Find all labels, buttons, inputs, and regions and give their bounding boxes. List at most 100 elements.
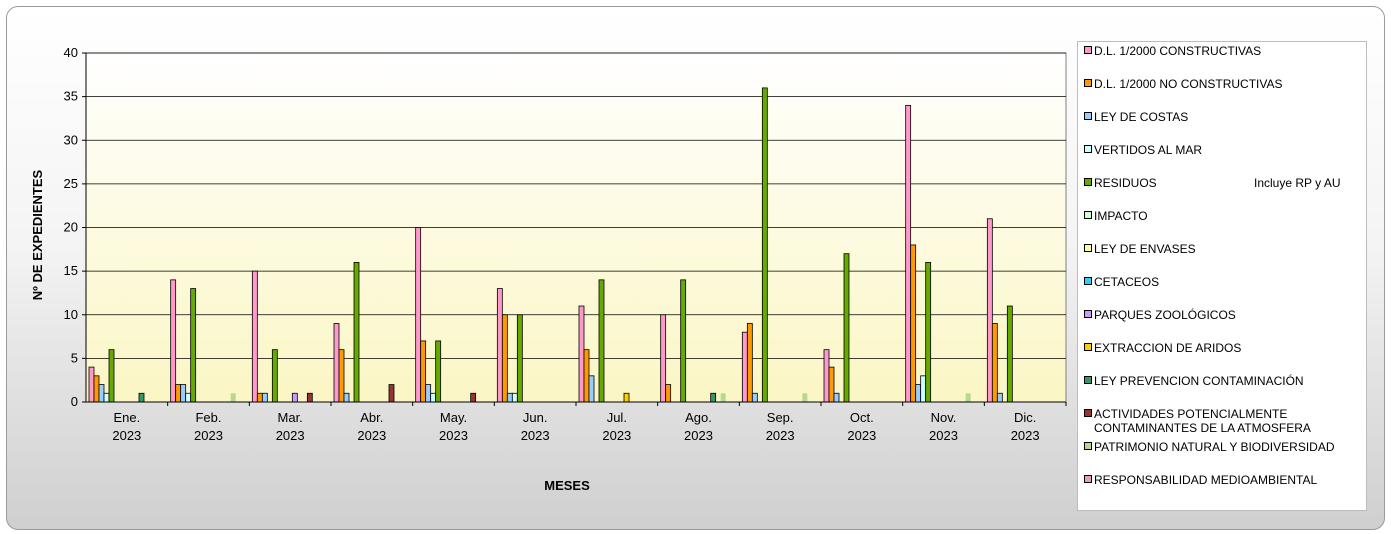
legend-label: LEY DE COSTAS (1094, 110, 1189, 124)
legend-item: RESPONSABILIDAD MEDIOAMBIENTAL (1084, 473, 1317, 487)
x-tick-label-year: 2023 (1011, 428, 1040, 443)
bar-residuos-4 (435, 340, 442, 403)
bar-vertidos-al-mar-1 (185, 392, 192, 403)
bar-residuos-8 (761, 87, 768, 403)
x-tick-label-year: 2023 (276, 428, 305, 443)
bar-d-l-1-2000-constructivas-5 (496, 288, 503, 403)
bar-residuos-9 (843, 253, 850, 403)
legend-item: EXTRACCION DE ARIDOS (1084, 341, 1241, 355)
x-tick-label-year: 2023 (112, 428, 141, 443)
bar-ley-de-costas-6 (588, 375, 595, 403)
legend-item: CETACEOS (1084, 275, 1159, 289)
bar-residuos-10 (925, 261, 932, 403)
y-tick-label: 5 (71, 350, 78, 365)
bar-residuos-11 (1006, 305, 1013, 403)
legend-swatch (1084, 277, 1092, 285)
legend-label: PATRIMONIO NATURAL Y BIODIVERSIDAD (1094, 440, 1335, 454)
legend-label: RESPONSABILIDAD MEDIOAMBIENTAL (1094, 473, 1318, 487)
bar-d-l-1-2000-constructivas-0 (88, 366, 95, 403)
bar-ley-de-costas-0 (98, 384, 105, 403)
bar-vertidos-al-mar-10 (920, 375, 927, 403)
legend-item: PARQUES ZOOLÓGICOS (1084, 308, 1236, 322)
bar-d-l-1-2000-no-constructivas-9 (828, 366, 835, 403)
bar-ley-prevencion-contaminaci-n-0 (138, 392, 145, 403)
bar-d-l-1-2000-constructivas-3 (333, 323, 340, 403)
bar-d-l-1-2000-no-constructivas-8 (746, 323, 753, 403)
y-tick-label: 30 (64, 132, 78, 147)
legend-swatch (1084, 79, 1092, 87)
bar-d-l-1-2000-constructivas-6 (578, 305, 585, 403)
bar-d-l-1-2000-no-constructivas-4 (420, 340, 427, 403)
legend-swatch (1084, 475, 1092, 483)
bar-ley-prevencion-contaminaci-n-7 (710, 392, 717, 403)
x-tick-label-year: 2023 (521, 428, 550, 443)
bar-ley-de-costas-11 (996, 392, 1003, 403)
legend-swatch (1084, 343, 1092, 351)
bar-actividades-potencialmente-contaminantes-de-la-atmosfera-3 (388, 384, 395, 403)
bar-d-l-1-2000-constructivas-1 (170, 279, 177, 403)
bar-d-l-1-2000-constructivas-4 (415, 227, 422, 403)
y-tick-label: 10 (64, 307, 78, 322)
y-tick-label: 40 (64, 45, 78, 60)
bar-parques-zool-gicos-2 (291, 392, 298, 403)
legend-item: IMPACTO (1084, 209, 1148, 223)
x-tick-label-year: 2023 (684, 428, 713, 443)
bar-d-l-1-2000-constructivas-10 (905, 104, 912, 403)
x-tick-label-month: Ene. (113, 410, 140, 425)
bar-residuos-1 (190, 288, 197, 403)
y-tick-label: 20 (64, 220, 78, 235)
legend-label: IMPACTO (1094, 209, 1148, 223)
x-tick-label-month: Nov. (931, 410, 957, 425)
legend-item: ACTIVIDADES POTENCIALMENTE CONTAMINANTES … (1084, 407, 1311, 435)
legend-label: PARQUES ZOOLÓGICOS (1094, 308, 1236, 322)
y-tick-label: 15 (64, 263, 78, 278)
bar-patrimonio-natural-y-biodiversidad-1 (230, 393, 236, 402)
bar-d-l-1-2000-no-constructivas-10 (910, 244, 917, 403)
x-tick-label-year: 2023 (847, 428, 876, 443)
bar-vertidos-al-mar-4 (430, 392, 437, 403)
legend-swatch (1084, 376, 1092, 384)
bar-ley-de-costas-5 (506, 392, 513, 403)
legend-label: RESIDUOS (1094, 176, 1157, 190)
bar-patrimonio-natural-y-biodiversidad-7 (720, 393, 726, 402)
bar-d-l-1-2000-no-constructivas-5 (501, 314, 508, 403)
gridlines (86, 52, 1066, 359)
legend-item: PATRIMONIO NATURAL Y BIODIVERSIDAD (1084, 440, 1335, 454)
bar-ley-de-costas-8 (751, 392, 758, 403)
legend-label: ACTIVIDADES POTENCIALMENTE (1094, 407, 1288, 421)
bar-d-l-1-2000-constructivas-9 (823, 349, 830, 403)
bar-ley-de-costas-10 (915, 384, 922, 403)
y-tick-label: 25 (64, 176, 78, 191)
legend-item: LEY DE COSTAS (1084, 110, 1188, 124)
x-tick-label-month: May. (440, 410, 467, 425)
legend: D.L. 1/2000 CONSTRUCTIVAS D.L. 1/2000 NO … (1077, 41, 1367, 511)
bar-residuos-0 (108, 349, 115, 403)
bar-residuos-6 (598, 279, 605, 403)
bar-d-l-1-2000-no-constructivas-11 (991, 323, 998, 403)
bar-d-l-1-2000-no-constructivas-2 (256, 392, 263, 403)
bar-ley-de-costas-4 (425, 384, 432, 403)
bar-ley-de-costas-3 (343, 392, 350, 403)
bar-residuos-2 (271, 349, 278, 403)
bar-residuos-7 (680, 279, 687, 403)
legend-label: CETACEOS (1094, 275, 1160, 289)
bar-ley-de-costas-9 (833, 392, 840, 403)
legend-label: D.L. 1/2000 CONSTRUCTIVAS (1094, 44, 1262, 58)
bar-d-l-1-2000-constructivas-11 (986, 218, 993, 403)
bar-residuos-3 (353, 261, 360, 403)
x-tick-label-month: Oct. (850, 410, 874, 425)
legend-swatch (1084, 442, 1092, 450)
legend-label: LEY PREVENCION CONTAMINACIÓN (1094, 374, 1304, 388)
x-tick-label-month: Mar. (278, 410, 303, 425)
legend-label: VERTIDOS AL MAR (1094, 143, 1203, 157)
bar-d-l-1-2000-no-constructivas-3 (338, 349, 345, 403)
legend-item: D.L. 1/2000 NO CONSTRUCTIVAS (1084, 77, 1283, 91)
x-tick-label-year: 2023 (357, 428, 386, 443)
legend-label: LEY DE ENVASES (1094, 242, 1196, 256)
legend-swatch (1084, 244, 1092, 252)
legend-swatch (1084, 178, 1092, 186)
bar-extraccion-de-aridos-6 (623, 392, 630, 403)
legend-item: LEY DE ENVASES (1084, 242, 1196, 256)
x-tick-label-month: Abr. (360, 410, 383, 425)
